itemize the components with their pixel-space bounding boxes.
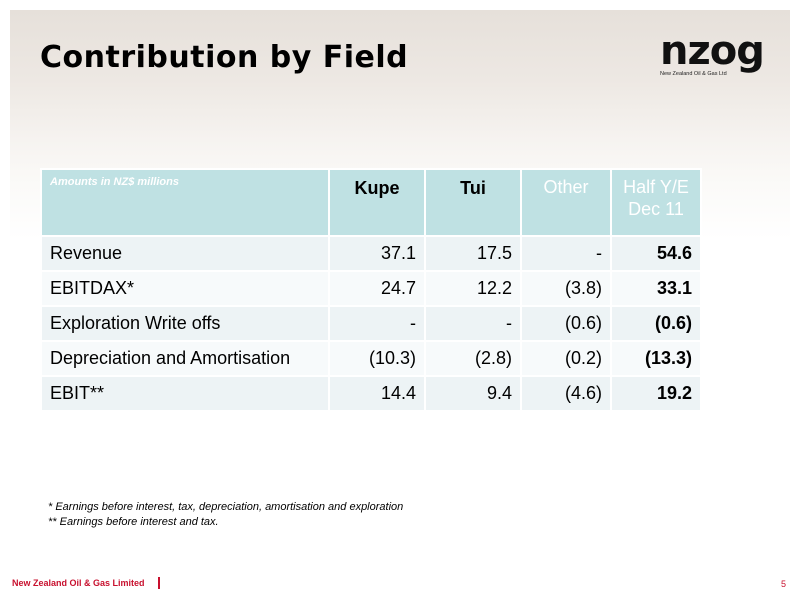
row-label: EBIT** [40,375,330,412]
cell-other: (0.6) [520,305,612,342]
cell-kupe: 14.4 [328,375,426,412]
cell-other: (4.6) [520,375,612,412]
column-header-kupe: Kupe [328,168,426,237]
page-number: 5 [780,579,786,589]
table-row: EBIT** 14.4 9.4 (4.6) 19.2 [40,375,702,412]
table-row: Revenue 37.1 17.5 - 54.6 [40,235,702,272]
cell-total: 33.1 [610,270,702,307]
column-header-half-year-line2: Dec 11 [628,199,684,219]
cell-other: (3.8) [520,270,612,307]
footer-divider [158,577,160,589]
cell-tui: 12.2 [424,270,522,307]
table-header-row: Amounts in NZ$ millions Kupe Tui Other H… [40,168,702,237]
cell-other: (0.2) [520,340,612,377]
footnotes: * Earnings before interest, tax, depreci… [48,500,403,529]
row-label: Exploration Write offs [40,305,330,342]
column-header-other: Other [520,168,612,237]
table-row: Depreciation and Amortisation (10.3) (2.… [40,340,702,377]
cell-kupe: 24.7 [328,270,426,307]
cell-total: 19.2 [610,375,702,412]
contribution-table: Amounts in NZ$ millions Kupe Tui Other H… [40,168,702,412]
row-label: Depreciation and Amortisation [40,340,330,377]
cell-tui: 9.4 [424,375,522,412]
cell-total: (0.6) [610,305,702,342]
cell-total: (13.3) [610,340,702,377]
row-label: Revenue [40,235,330,272]
logo-tagline: New Zealand Oil & Gas Ltd [660,71,727,77]
row-label: EBITDAX* [40,270,330,307]
cell-total: 54.6 [610,235,702,272]
table-caption: Amounts in NZ$ millions [40,168,330,237]
cell-kupe: 37.1 [328,235,426,272]
column-header-tui: Tui [424,168,522,237]
company-logo: nzog New Zealand Oil & Gas Ltd [660,28,765,92]
cell-tui: - [424,305,522,342]
column-header-half-year-line1: Half Y/E [623,177,689,197]
footnote-ebitdax: * Earnings before interest, tax, depreci… [48,501,404,513]
footer-company-name: New Zealand Oil & Gas Limited [12,578,145,588]
table-row: EBITDAX* 24.7 12.2 (3.8) 33.1 [40,270,702,307]
cell-kupe: - [328,305,426,342]
cell-tui: 17.5 [424,235,522,272]
cell-tui: (2.8) [424,340,522,377]
page-title: Contribution by Field [40,40,409,75]
column-header-half-year: Half Y/E Dec 11 [610,168,702,237]
cell-kupe: (10.3) [328,340,426,377]
footnote-ebit: ** Earnings before interest and tax. [48,515,219,528]
cell-other: - [520,235,612,272]
table-row: Exploration Write offs - - (0.6) (0.6) [40,305,702,342]
logo-mark: nzog [660,28,765,74]
